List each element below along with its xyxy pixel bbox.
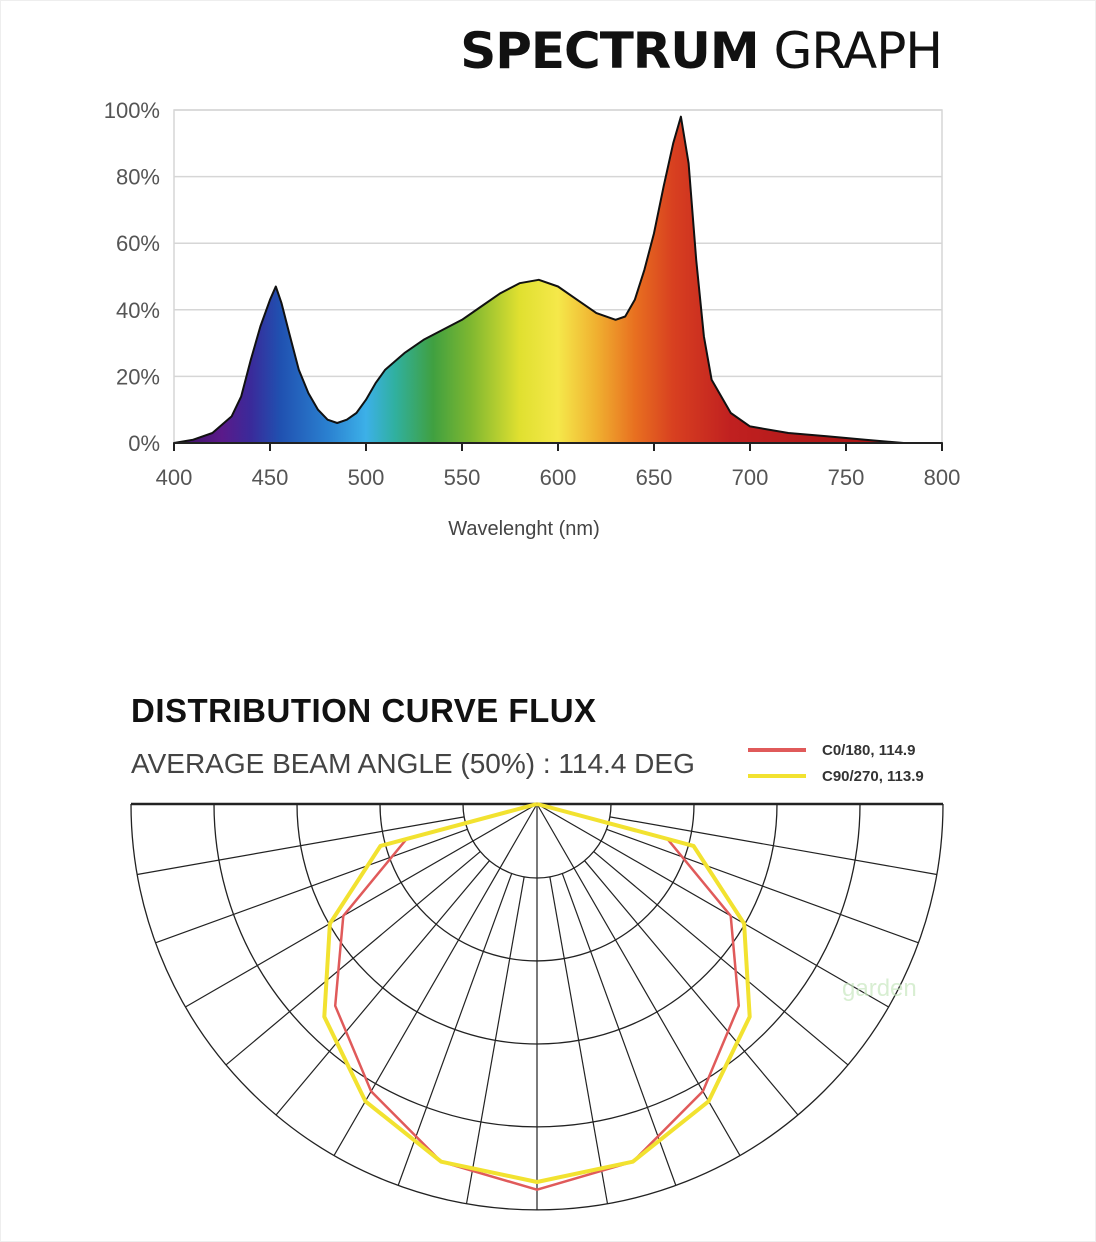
polar-spoke (225, 851, 481, 1066)
polar-spoke (536, 803, 741, 1156)
polar-spoke (155, 828, 468, 944)
polar-spoke (397, 873, 513, 1186)
polar-spoke (536, 803, 889, 1008)
x-tick-label: 550 (444, 465, 481, 490)
x-tick-label: 400 (156, 465, 193, 490)
polar-spoke (606, 828, 919, 944)
polar-spoke (584, 860, 799, 1116)
x-tick-label: 650 (636, 465, 673, 490)
x-tick-label: 700 (732, 465, 769, 490)
x-tick-label: 750 (828, 465, 865, 490)
x-tick-label: 600 (540, 465, 577, 490)
polar-spoke (561, 873, 677, 1186)
spectrum-title-bold: SPECTRUM (460, 22, 759, 80)
spectrum-chart: 0% 20% 40% 60% 80% 100% 400 450 500 550 600 650 700 7… (104, 98, 961, 540)
x-tick-label: 800 (924, 465, 961, 490)
beam-angle-text: AVERAGE BEAM ANGLE (50%) : 114.4 DEG (131, 748, 695, 779)
polar-spoke (609, 816, 937, 876)
spectrum-area (173, 115, 943, 444)
spectrum-title-light: GRAPH (773, 22, 943, 80)
y-tick-label: 20% (116, 364, 160, 389)
watermark-logo: garden (842, 975, 917, 1002)
polar-spoke (333, 803, 538, 1156)
y-tick-label: 100% (104, 98, 160, 123)
y-tick-label: 0% (128, 431, 160, 456)
x-tick-label: 450 (252, 465, 289, 490)
polar-chart (130, 802, 944, 1211)
distribution-title: DISTRIBUTION CURVE FLUX (131, 692, 597, 729)
polar-spoke (275, 860, 490, 1116)
x-axis-label: Wavelenght (nm) (448, 518, 600, 540)
series-c0-curve (333, 802, 741, 1191)
x-tick-label: 500 (348, 465, 385, 490)
legend-swatch-c0 (748, 748, 806, 752)
series-c90-curve (322, 802, 752, 1184)
polar-spoke (185, 803, 538, 1008)
spectrum-title: SPECTRUM GRAPH (460, 22, 943, 80)
legend-item-c0: C0/180, 114.9 (748, 740, 915, 760)
y-tick-label: 60% (116, 231, 160, 256)
legend-label-c90: C90/270, 113.9 (822, 767, 924, 785)
legend-item-c90: C90/270, 113.9 (748, 766, 924, 786)
y-tick-label: 40% (116, 298, 160, 323)
polar-spoke (465, 876, 525, 1204)
polar-spoke (549, 876, 609, 1204)
legend-swatch-c90 (748, 774, 806, 778)
y-tick-label: 80% (116, 165, 160, 190)
legend-label-c0: C0/180, 114.9 (822, 741, 916, 759)
polar-spoke (593, 851, 849, 1066)
polar-spoke (137, 816, 465, 876)
